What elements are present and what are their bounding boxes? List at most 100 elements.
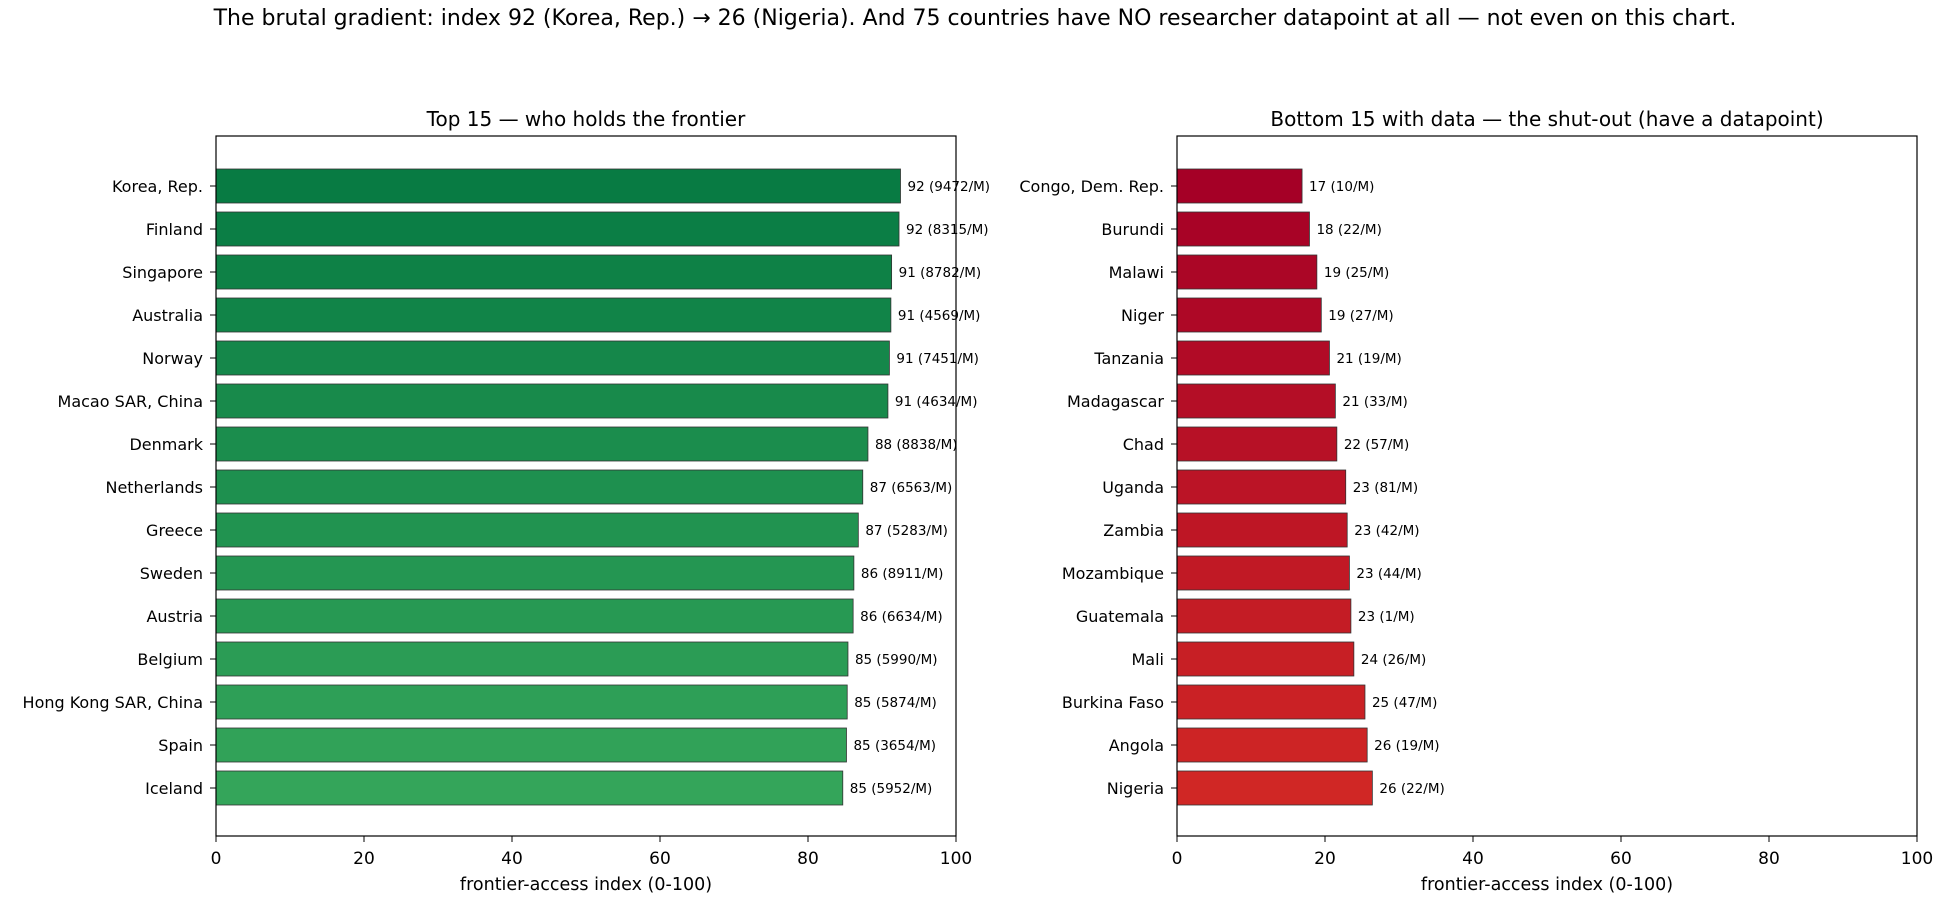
bottom15-bar-value-label: 18 (22/M)	[1316, 222, 1381, 238]
top15-bar-value-label: 91 (7451/M)	[896, 351, 979, 367]
bottom15-bar	[1176, 641, 1355, 677]
bottom15-bar	[1176, 168, 1303, 204]
top15-x-tick-label: 60	[649, 849, 671, 869]
top15-category-label: Macao SAR, China	[58, 392, 203, 411]
bottom15-bar-value-label: 23 (81/M)	[1353, 480, 1418, 496]
top15-category-label: Australia	[132, 306, 203, 325]
top15-bar-value-label: 92 (9472/M)	[908, 179, 991, 195]
bottom15-bar	[1176, 684, 1366, 720]
top15-category-label: Hong Kong SAR, China	[23, 693, 203, 712]
bottom15-category-label: Guatemala	[1076, 607, 1164, 626]
bottom15-bar	[1176, 555, 1350, 591]
bottom15-category-label: Burkina Faso	[1062, 693, 1164, 712]
bottom15-bar-value-label: 26 (22/M)	[1379, 781, 1444, 797]
bottom15-category-label: Madagascar	[1067, 392, 1164, 411]
top15-x-tick-label: 100	[940, 849, 972, 869]
bottom15-category-label: Congo, Dem. Rep.	[1019, 177, 1164, 196]
bottom15-bar	[1176, 254, 1318, 290]
bottom15-bar-value-label: 23 (44/M)	[1356, 566, 1421, 582]
top15-category-label: Spain	[158, 736, 203, 755]
top15-bar-value-label: 85 (5874/M)	[854, 695, 937, 711]
top15-bar-value-label: 88 (8838/M)	[875, 437, 958, 453]
top15-bar-value-label: 85 (5952/M)	[850, 781, 933, 797]
top15-category-label: Singapore	[122, 263, 203, 282]
bottom15-category-label: Angola	[1109, 736, 1164, 755]
top15-category-label: Finland	[146, 220, 203, 239]
bottom15-category-label: Zambia	[1103, 521, 1164, 540]
bottom15-bar-value-label: 19 (25/M)	[1324, 265, 1389, 281]
bottom15-x-axis-label: frontier-access index (0-100)	[1421, 875, 1673, 895]
bottom15-category-label: Malawi	[1109, 263, 1164, 282]
top15-bar	[215, 297, 892, 333]
bottom15-bar-value-label: 23 (1/M)	[1358, 609, 1415, 625]
bottom15-bar	[1176, 598, 1352, 634]
bottom15-bar	[1176, 426, 1338, 462]
top15-category-label: Netherlands	[105, 478, 203, 497]
top15-chart-title: Top 15 — who holds the frontier	[426, 107, 746, 131]
bottom15-category-label: Mozambique	[1062, 564, 1164, 583]
bottom15-bar-value-label: 25 (47/M)	[1372, 695, 1437, 711]
top15-chart: Top 15 — who holds the frontier Korea, Re…	[23, 107, 991, 895]
bottom15-x-tick-label: 100	[1901, 849, 1933, 869]
bottom15-category-label: Tanzania	[1093, 349, 1164, 368]
bottom15-category-label: Chad	[1123, 435, 1164, 454]
top15-category-label: Korea, Rep.	[112, 177, 203, 196]
top15-bar	[215, 340, 890, 376]
bottom15-bar-value-label: 19 (27/M)	[1328, 308, 1393, 324]
top15-bar	[215, 469, 864, 505]
bottom15-x-tick-label: 60	[1610, 849, 1632, 869]
bottom15-bar-value-label: 24 (26/M)	[1361, 652, 1426, 668]
top15-x-tick-label: 0	[211, 849, 222, 869]
top15-bar-value-label: 85 (5990/M)	[855, 652, 938, 668]
bottom15-bar-value-label: 21 (19/M)	[1336, 351, 1401, 367]
figure-suptitle: The brutal gradient: index 92 (Korea, Re…	[213, 6, 1737, 31]
bottom15-x-tick-label: 80	[1758, 849, 1780, 869]
bottom15-bar	[1176, 383, 1336, 419]
top15-category-label: Belgium	[137, 650, 203, 669]
bottom15-bar-value-label: 23 (42/M)	[1354, 523, 1419, 539]
bottom15-bar-value-label: 26 (19/M)	[1374, 738, 1439, 754]
top15-axes-frame	[215, 135, 957, 837]
bottom15-bar	[1176, 340, 1330, 376]
top15-bar	[215, 684, 848, 720]
top15-bar-value-label: 86 (8911/M)	[861, 566, 944, 582]
bottom15-chart: Bottom 15 with data — the shut-out (have…	[1019, 107, 1933, 895]
top15-bar-value-label: 92 (8315/M)	[906, 222, 989, 238]
top15-bar-value-label: 91 (8782/M)	[899, 265, 982, 281]
top15-category-label: Iceland	[145, 779, 203, 798]
top15-bar	[215, 641, 849, 677]
top15-bar-value-label: 91 (4634/M)	[895, 394, 978, 410]
top15-bar	[215, 383, 889, 419]
top15-bar-value-label: 85 (3654/M)	[853, 738, 936, 754]
top15-bar	[215, 512, 859, 548]
bottom15-chart-title: Bottom 15 with data — the shut-out (have…	[1270, 107, 1823, 131]
bottom15-category-label: Uganda	[1102, 478, 1164, 497]
bottom15-x-tick-label: 20	[1314, 849, 1336, 869]
bottom15-bar	[1176, 211, 1310, 247]
bottom15-bar	[1176, 512, 1348, 548]
bottom15-category-label: Burundi	[1101, 220, 1164, 239]
bottom15-category-label: Nigeria	[1107, 779, 1164, 798]
bottom15-x-tick-label: 40	[1462, 849, 1484, 869]
bottom15-category-label: Niger	[1121, 306, 1164, 325]
top15-bar	[215, 168, 901, 204]
top15-bar-value-label: 86 (6634/M)	[860, 609, 943, 625]
top15-bar	[215, 426, 869, 462]
top15-bar	[215, 727, 847, 763]
top15-bar	[215, 555, 855, 591]
top15-x-tick-label: 80	[797, 849, 819, 869]
top15-x-tick-label: 20	[353, 849, 375, 869]
bottom15-bar-value-label: 17 (10/M)	[1309, 179, 1374, 195]
top15-category-label: Sweden	[140, 564, 203, 583]
top15-category-label: Austria	[146, 607, 203, 626]
top15-category-label: Greece	[146, 521, 203, 540]
bottom15-bar-value-label: 21 (33/M)	[1342, 394, 1407, 410]
top15-category-label: Norway	[142, 349, 203, 368]
top15-category-label: Denmark	[129, 435, 203, 454]
bottom15-bar	[1176, 770, 1373, 806]
bottom15-bar	[1176, 469, 1347, 505]
bottom15-x-tick-label: 0	[1172, 849, 1183, 869]
top15-x-tick-label: 40	[501, 849, 523, 869]
top15-bar	[215, 211, 900, 247]
